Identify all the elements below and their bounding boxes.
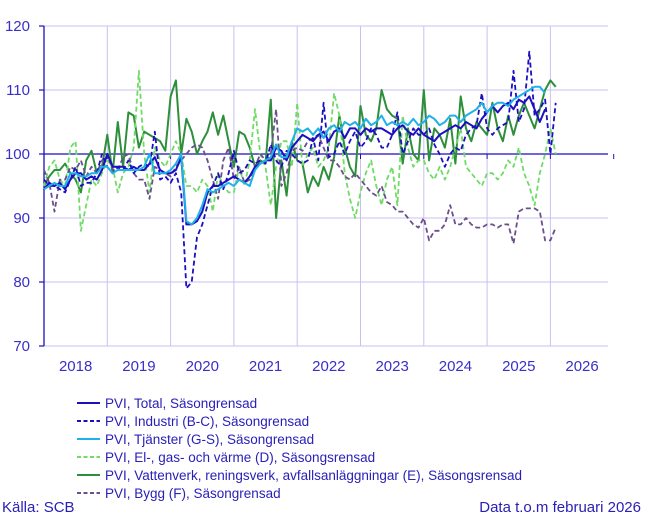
x-tick-label: 2024 — [439, 358, 472, 375]
series-line-1 — [43, 50, 557, 290]
y-tick-label: 100 — [5, 146, 30, 163]
legend-item: PVI, Total, Säsongrensad — [77, 396, 257, 411]
series-lines — [43, 50, 557, 290]
legend-label: PVI, Tjänster (G-S), Säsongrensad — [105, 432, 314, 447]
data-through-note: Data t.o.m februari 2026 — [479, 499, 641, 516]
y-tick-label: 90 — [13, 210, 30, 227]
series-line-5 — [43, 108, 557, 245]
x-tick-label: 2020 — [186, 358, 219, 375]
y-axis: 70 80 90 100 110 120 — [5, 18, 45, 355]
y-tick-label: 110 — [6, 82, 30, 99]
y-tick-label: 80 — [13, 274, 30, 291]
x-tick-label: 2025 — [502, 358, 535, 375]
legend: PVI, Total, Säsongrensad PVI, Industri (B… — [77, 396, 522, 501]
legend-label: PVI, Total, Säsongrensad — [105, 396, 257, 411]
legend-item: PVI, Vattenverk, reningsverk, avfallsanl… — [77, 468, 522, 483]
series-line-2 — [43, 85, 546, 226]
x-tick-label: 2026 — [565, 358, 598, 375]
gridlines — [44, 25, 608, 347]
legend-item: PVI, Bygg (F), Säsongrensad — [77, 486, 281, 501]
x-axis: 2018 2019 2020 2021 2022 2023 2024 2025 2026 — [44, 153, 615, 375]
y-tick-label: 120 — [5, 18, 30, 35]
legend-label: PVI, El-, gas- och värme (D), Säsongsren… — [105, 450, 375, 465]
legend-label: PVI, Vattenverk, reningsverk, avfallsanl… — [105, 468, 522, 483]
legend-item: PVI, Tjänster (G-S), Säsongrensad — [77, 432, 314, 447]
legend-label: PVI, Industri (B-C), Säsongrensad — [105, 414, 309, 429]
x-tick-label: 2018 — [59, 358, 92, 375]
series-line-0 — [43, 95, 547, 226]
source-note: Källa: SCB — [2, 499, 75, 516]
x-tick-label: 2022 — [312, 358, 345, 375]
x-tick-label: 2019 — [122, 358, 155, 375]
x-tick-label: 2021 — [249, 358, 282, 375]
legend-label: PVI, Bygg (F), Säsongrensad — [105, 486, 281, 501]
legend-item: PVI, Industri (B-C), Säsongrensad — [77, 414, 309, 429]
series-line-3 — [43, 69, 557, 232]
legend-item: PVI, El-, gas- och värme (D), Säsongsren… — [77, 450, 375, 465]
x-tick-label: 2023 — [375, 358, 408, 375]
y-tick-label: 70 — [13, 338, 30, 355]
